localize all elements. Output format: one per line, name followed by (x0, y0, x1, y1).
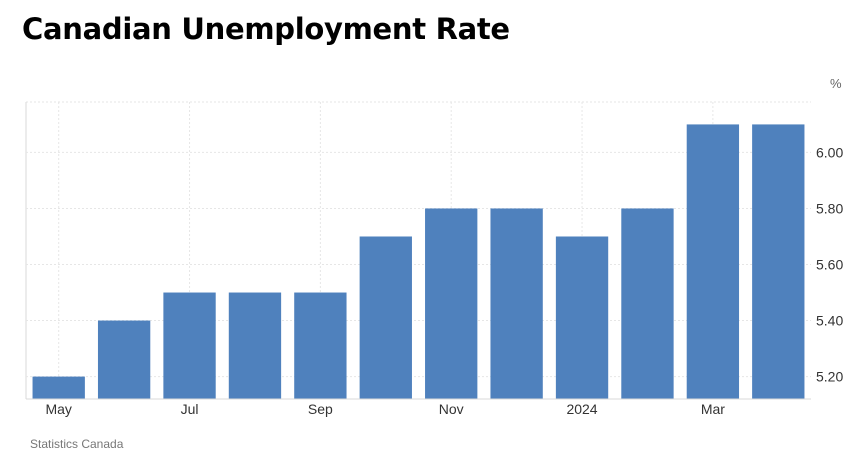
bar (294, 292, 347, 399)
bar (359, 236, 412, 399)
bar (163, 292, 216, 399)
x-tick-label: Mar (701, 401, 725, 417)
bar-chart: May Jul Sep Nov 2024 Mar 5.20 5.40 5.60 5.80 6.00… (25, 76, 843, 417)
y-tick-label: 6.00 (816, 144, 843, 160)
bar (621, 208, 674, 399)
x-tick-label: 2024 (566, 401, 597, 417)
x-tick-label: Nov (439, 401, 464, 417)
y-tick-label: 5.20 (816, 369, 843, 385)
y-tick-label: 5.40 (816, 313, 843, 329)
x-axis: May Jul Sep Nov 2024 Mar (26, 398, 811, 417)
y-tick-label: 5.80 (816, 200, 843, 216)
chart-title: Canadian Unemployment Rate (22, 12, 510, 46)
bar (228, 292, 282, 399)
x-tick-label: May (45, 401, 71, 417)
bar (686, 124, 740, 399)
y-axis: 5.20 5.40 5.60 5.80 6.00 (816, 144, 843, 384)
bar (425, 208, 478, 399)
bars (32, 124, 805, 399)
source-label: Statistics Canada (30, 437, 124, 451)
bar (32, 376, 85, 399)
bar (97, 320, 151, 399)
bar (752, 124, 805, 399)
bar (555, 236, 609, 399)
y-axis-unit: % (830, 76, 842, 91)
y-tick-label: 5.60 (816, 257, 843, 273)
x-tick-label: Jul (181, 401, 199, 417)
x-tick-label: Sep (308, 401, 333, 417)
bar (490, 208, 543, 399)
